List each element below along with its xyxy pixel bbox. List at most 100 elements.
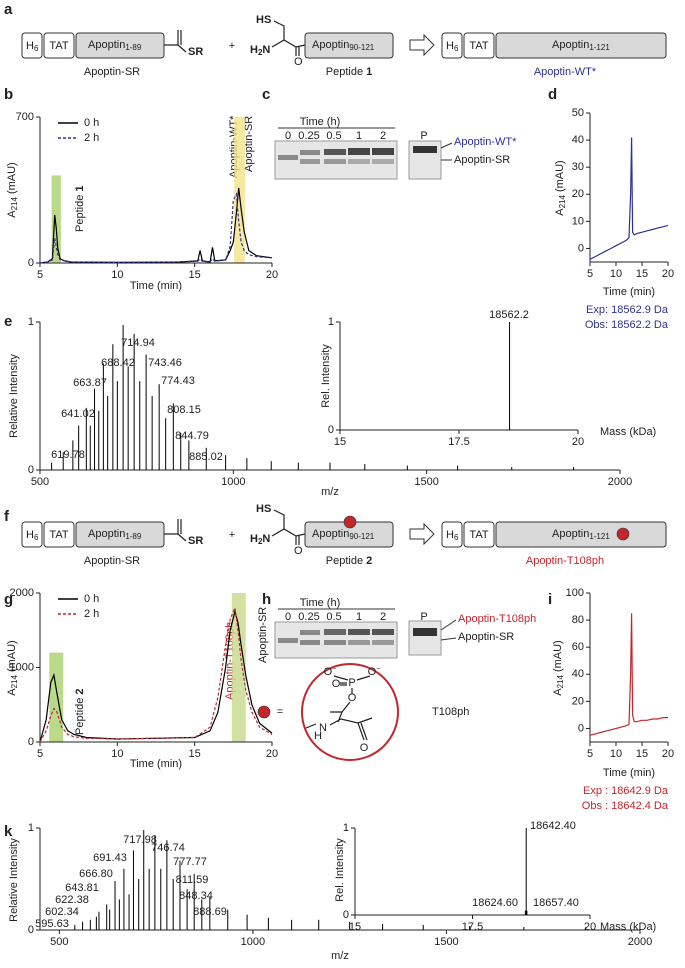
panel-label: f bbox=[4, 508, 10, 525]
atom: O− bbox=[324, 666, 337, 678]
peak-label: 18657.40 bbox=[533, 897, 579, 909]
peak-label: 848.34 bbox=[179, 890, 213, 902]
scheme: H6 TAT Apoptin1-89 SR + HS H2N O Apoptin… bbox=[21, 503, 667, 567]
trace bbox=[39, 192, 273, 264]
y-axis-label: A214 (mAU) bbox=[554, 160, 567, 215]
tat: TAT bbox=[49, 40, 68, 52]
bonds bbox=[305, 675, 373, 741]
fragment-box bbox=[304, 32, 394, 59]
atom: O bbox=[348, 692, 357, 704]
y-axis-label: A214 (mAU) bbox=[6, 162, 19, 217]
y-tick-label: 2000 bbox=[10, 587, 34, 599]
y-label-part: A bbox=[554, 208, 566, 216]
gel-panel: Time (h) 0 0.25 0.5 1 2 P Apoptin-WT* Ap… bbox=[274, 116, 517, 180]
y-label-part: A bbox=[552, 688, 564, 696]
legend-label: 2 h bbox=[84, 608, 99, 620]
gel-time-label: Time (h) bbox=[300, 597, 341, 609]
x-axis-label: Time (min) bbox=[130, 758, 182, 770]
x-tick-label: 10 bbox=[111, 748, 123, 760]
y-label-sub: 214 bbox=[556, 675, 565, 689]
trace bbox=[39, 609, 273, 743]
x-axis-label: Time (min) bbox=[130, 280, 182, 292]
peak-label: 717.98 bbox=[123, 834, 157, 846]
y-axis-label: Rel. Intensity bbox=[320, 344, 332, 408]
y-tick-label: 0 bbox=[28, 464, 34, 476]
x-tick-label: 20 bbox=[266, 269, 278, 281]
peak-label: 18642.40 bbox=[530, 820, 576, 832]
peak-annotation: Apoptin-SR bbox=[243, 116, 255, 172]
y-tick-label: 0 bbox=[578, 722, 584, 734]
x-tick-label: 17.5 bbox=[448, 436, 469, 448]
band-pointer bbox=[440, 637, 457, 641]
atom: O bbox=[332, 678, 341, 690]
gel-band bbox=[300, 159, 320, 164]
peak-annotation: Peptide 2 bbox=[74, 689, 86, 736]
panel-label: k bbox=[4, 823, 13, 840]
y-axis-label: Relative Intensity bbox=[8, 354, 20, 438]
tag: H6 bbox=[26, 529, 39, 542]
x-tick-label: 500 bbox=[31, 476, 49, 488]
band-pointer bbox=[440, 619, 457, 631]
y-label-part: A bbox=[6, 210, 18, 218]
peak-label: 844.79 bbox=[175, 430, 209, 442]
tag-box bbox=[21, 521, 43, 548]
y-tick-label: 0 bbox=[328, 424, 334, 436]
gel-band bbox=[324, 629, 346, 635]
y-tick-label: 100 bbox=[566, 587, 584, 599]
x-tick-label: 10 bbox=[610, 268, 622, 280]
atom: N bbox=[319, 722, 327, 734]
cysteine-bonds bbox=[271, 509, 306, 545]
lane-label: 0 bbox=[285, 611, 291, 623]
x-axis-label: m/z bbox=[331, 950, 349, 962]
mass-annotation: Obs: 18562.2 Da bbox=[585, 319, 669, 331]
lane-label: 0 bbox=[285, 130, 291, 142]
x-tick-label: 2000 bbox=[628, 936, 652, 948]
tat: TAT bbox=[469, 40, 488, 52]
peak-label: 602.34 bbox=[45, 906, 79, 918]
gel-band bbox=[372, 640, 394, 645]
gel-band bbox=[278, 638, 298, 643]
gel-time-label: Time (h) bbox=[300, 116, 341, 128]
fragment: Apoptin90-121 bbox=[312, 39, 375, 52]
thioester-bond bbox=[164, 519, 187, 542]
y-label-part: (mAU) bbox=[552, 640, 564, 672]
phospho-site bbox=[616, 527, 630, 541]
tag-box bbox=[21, 32, 43, 59]
tag: H6 bbox=[446, 529, 459, 542]
y-tick-label: 0 bbox=[343, 909, 349, 921]
peak-annotation: Peptide 1 bbox=[74, 186, 86, 233]
equals: = bbox=[277, 706, 283, 718]
x-axis-label: Mass (kDa) bbox=[600, 921, 656, 933]
x-tick-label: 1000 bbox=[241, 936, 265, 948]
legend-label: 0 h bbox=[84, 593, 99, 605]
y-label-sub: 214 bbox=[558, 195, 567, 209]
peak-annotation: Apoptin-SR bbox=[257, 607, 269, 663]
trace bbox=[39, 605, 273, 743]
structure-name: T108ph bbox=[432, 706, 469, 718]
peak-label: 622.38 bbox=[55, 894, 89, 906]
mass-annotation: Obs : 18642.4 Da bbox=[582, 800, 669, 812]
tat: TAT bbox=[49, 529, 68, 541]
y-tick-label: 0 bbox=[28, 736, 34, 748]
x-tick-label: 15 bbox=[334, 436, 346, 448]
lane-label: 1 bbox=[356, 611, 362, 623]
x-axis-label: Time (min) bbox=[603, 286, 655, 298]
y-tick-label: 10 bbox=[572, 215, 584, 227]
y-tick-label: 1 bbox=[28, 822, 34, 834]
peak-label: 595.63 bbox=[35, 918, 69, 930]
panel-label: c bbox=[262, 86, 270, 103]
lane-label: 0.25 bbox=[298, 611, 319, 623]
panel-label: b bbox=[4, 86, 13, 103]
gel-band bbox=[413, 628, 437, 636]
highlight bbox=[49, 652, 64, 742]
band-label: Apoptin-SR bbox=[454, 154, 510, 166]
y-tick-label: 80 bbox=[572, 614, 584, 626]
y-axis-label: A214 (mAU) bbox=[6, 640, 19, 695]
tat-box bbox=[463, 521, 495, 548]
y-label-sub: 214 bbox=[10, 675, 19, 689]
y-tick-label: 50 bbox=[572, 107, 584, 119]
tag: H6 bbox=[446, 40, 459, 53]
peak-label: 18624.60 bbox=[472, 897, 518, 909]
gel-band bbox=[413, 146, 437, 153]
